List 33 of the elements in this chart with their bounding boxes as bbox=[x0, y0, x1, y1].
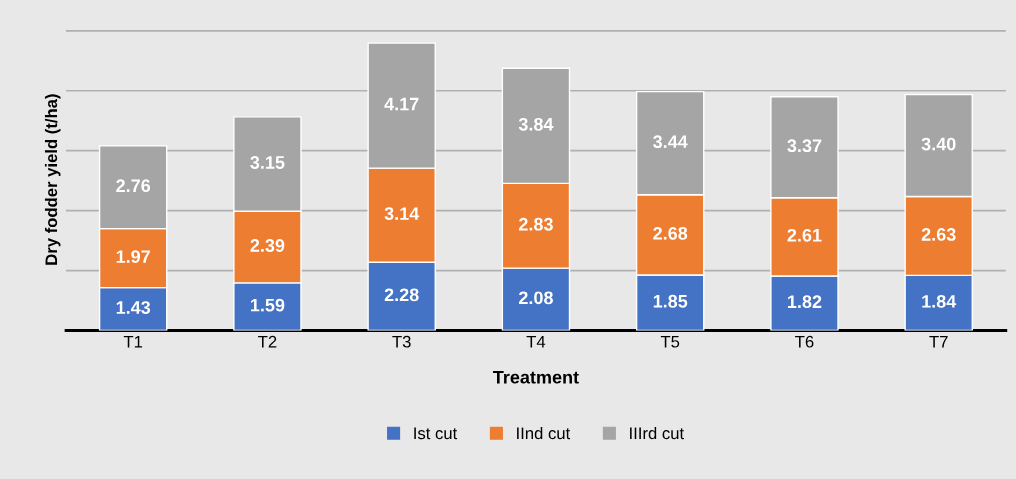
data-label: 1.84 bbox=[922, 295, 957, 308]
data-label: 1.82 bbox=[788, 295, 822, 309]
x-tick-label: T7 bbox=[929, 335, 948, 348]
x-tick-label: T2 bbox=[258, 335, 277, 348]
data-label: 3.37 bbox=[787, 139, 822, 153]
data-label: 1.85 bbox=[653, 294, 688, 308]
data-label: 2.76 bbox=[116, 179, 151, 193]
data-label: 3.14 bbox=[384, 207, 420, 220]
data-label: 2.63 bbox=[921, 228, 956, 241]
data-label: 3.44 bbox=[653, 135, 688, 149]
data-label: 2.28 bbox=[384, 288, 419, 302]
x-tick-label: T3 bbox=[392, 335, 411, 348]
y-axis-title: Dry fodder yield (t/ha) bbox=[44, 94, 61, 265]
data-label: 1.97 bbox=[116, 250, 150, 263]
legend-label: IInd cut bbox=[517, 426, 571, 440]
x-tick-label: T5 bbox=[660, 335, 680, 348]
data-label: 2.39 bbox=[250, 239, 285, 252]
x-axis-title: Treatment bbox=[493, 371, 579, 384]
data-label: 3.84 bbox=[518, 117, 554, 131]
x-tick-label: T4 bbox=[526, 335, 546, 348]
data-label: 2.68 bbox=[653, 226, 688, 240]
data-label: 2.61 bbox=[787, 228, 822, 242]
x-tick-label: T1 bbox=[123, 335, 143, 348]
x-tick-label: T6 bbox=[795, 335, 814, 348]
data-label: 3.15 bbox=[250, 156, 285, 169]
data-label: 4.17 bbox=[384, 97, 419, 111]
legend-label: Ist cut bbox=[414, 427, 458, 440]
data-label: 2.08 bbox=[519, 291, 553, 305]
data-label: 2.83 bbox=[519, 217, 553, 231]
data-label: 1.43 bbox=[116, 301, 151, 314]
data-label: 1.59 bbox=[250, 298, 285, 312]
data-label: 3.40 bbox=[921, 137, 956, 151]
legend-label: IIIrd cut bbox=[630, 426, 684, 440]
